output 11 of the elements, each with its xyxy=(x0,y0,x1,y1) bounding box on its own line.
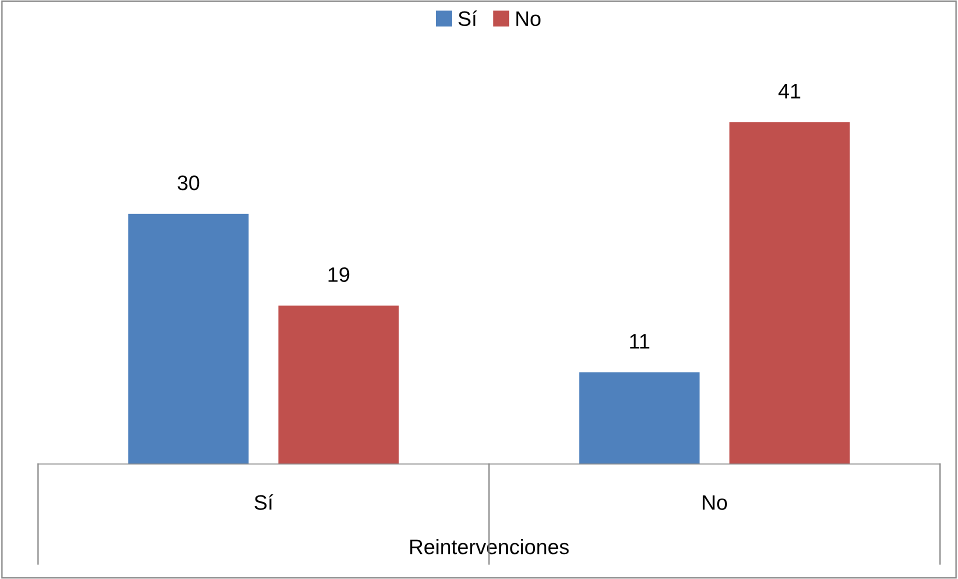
bar xyxy=(278,306,399,464)
legend-label: No xyxy=(516,12,540,26)
x-axis-title: Reintervenciones xyxy=(410,538,569,554)
data-label: 41 xyxy=(778,84,800,98)
data-label: 19 xyxy=(328,267,350,282)
data-label: 30 xyxy=(178,176,200,190)
bar xyxy=(579,372,700,464)
data-label: 11 xyxy=(630,334,650,349)
bar xyxy=(729,122,850,464)
legend-label: Sí xyxy=(458,10,478,26)
bar xyxy=(128,214,249,464)
